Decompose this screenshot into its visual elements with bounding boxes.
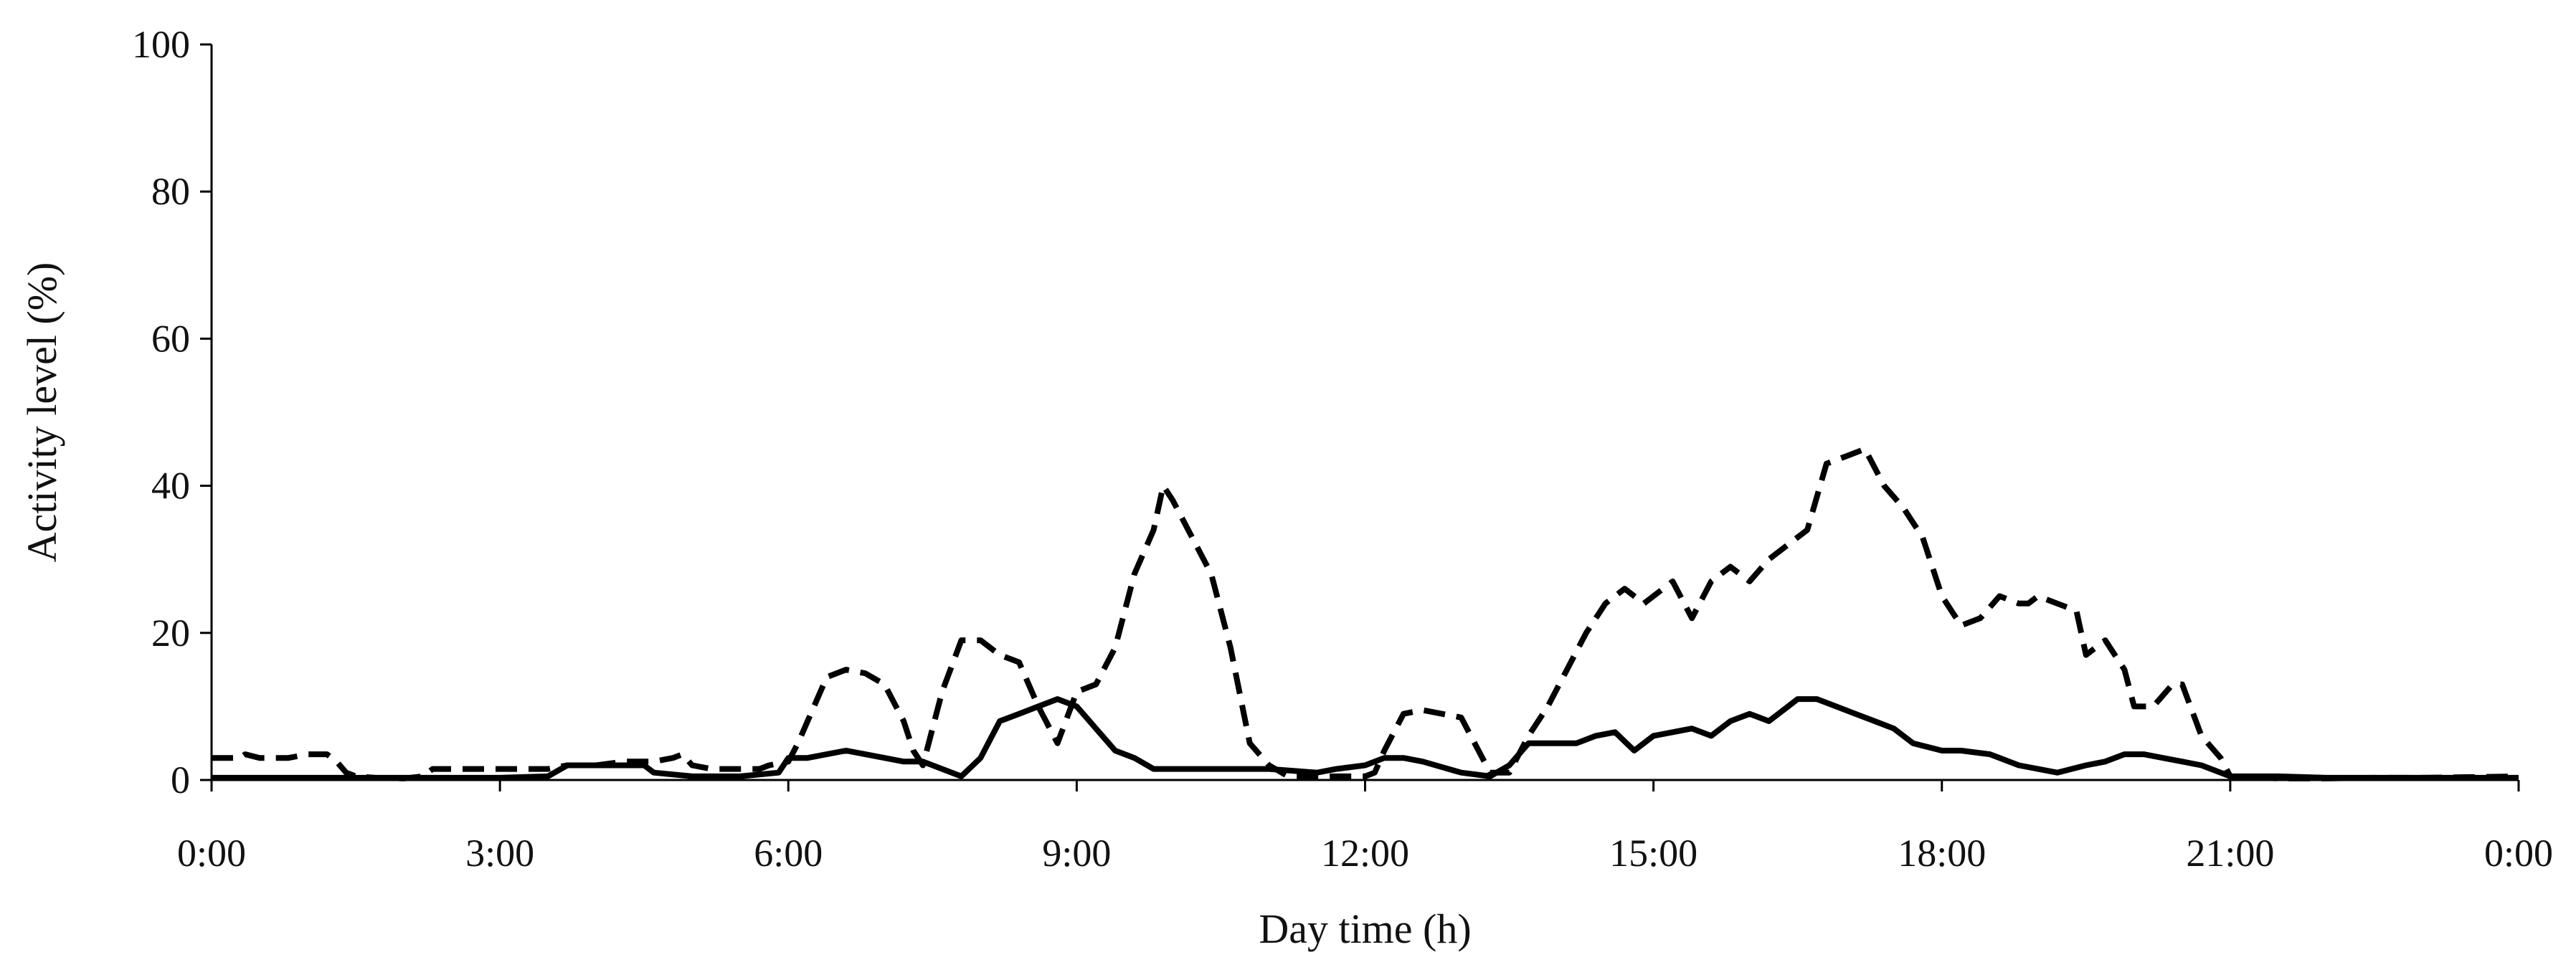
x-tick-label: 0:00 bbox=[177, 832, 246, 875]
x-tick-label: 15:00 bbox=[1609, 832, 1697, 875]
ticks: 0 20 40 60 80 100 0:00 3:00 6:00 9:00 12:00 15:00 18… bbox=[132, 23, 2553, 875]
x-tick-label: 12:00 bbox=[1321, 832, 1409, 875]
y-tick-label: 60 bbox=[151, 317, 190, 360]
x-tick-label: 6:00 bbox=[754, 832, 823, 875]
x-tick-label: 18:00 bbox=[1898, 832, 1986, 875]
x-tick-label: 9:00 bbox=[1042, 832, 1111, 875]
solid-series-line bbox=[212, 696, 2519, 781]
y-tick-label: 100 bbox=[132, 23, 190, 66]
y-tick-label: 80 bbox=[151, 170, 190, 213]
x-axis-title: Day time (h) bbox=[1259, 905, 1471, 952]
y-axis-title: Activity level (%) bbox=[19, 262, 65, 563]
y-tick-label: 20 bbox=[151, 612, 190, 655]
y-tick-label: 0 bbox=[171, 758, 190, 802]
x-tick-label: 3:00 bbox=[465, 832, 534, 875]
x-tick-label: 0:00 bbox=[2484, 832, 2553, 875]
y-tick-label: 40 bbox=[151, 465, 190, 508]
dashed-series-line bbox=[212, 446, 2519, 781]
x-tick-label: 21:00 bbox=[2186, 832, 2274, 875]
series bbox=[212, 446, 2519, 781]
axes bbox=[210, 44, 2519, 781]
